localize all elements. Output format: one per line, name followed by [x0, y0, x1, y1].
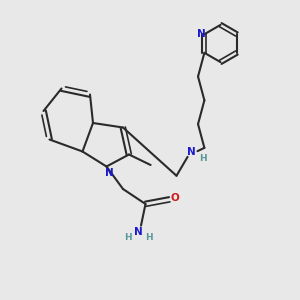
Text: N: N: [197, 29, 206, 39]
Text: H: H: [146, 232, 153, 242]
Text: N: N: [134, 226, 143, 237]
Text: H: H: [199, 154, 206, 163]
Text: N: N: [187, 147, 196, 157]
Text: O: O: [170, 193, 179, 203]
Text: H: H: [124, 232, 131, 242]
Text: N: N: [105, 168, 114, 178]
